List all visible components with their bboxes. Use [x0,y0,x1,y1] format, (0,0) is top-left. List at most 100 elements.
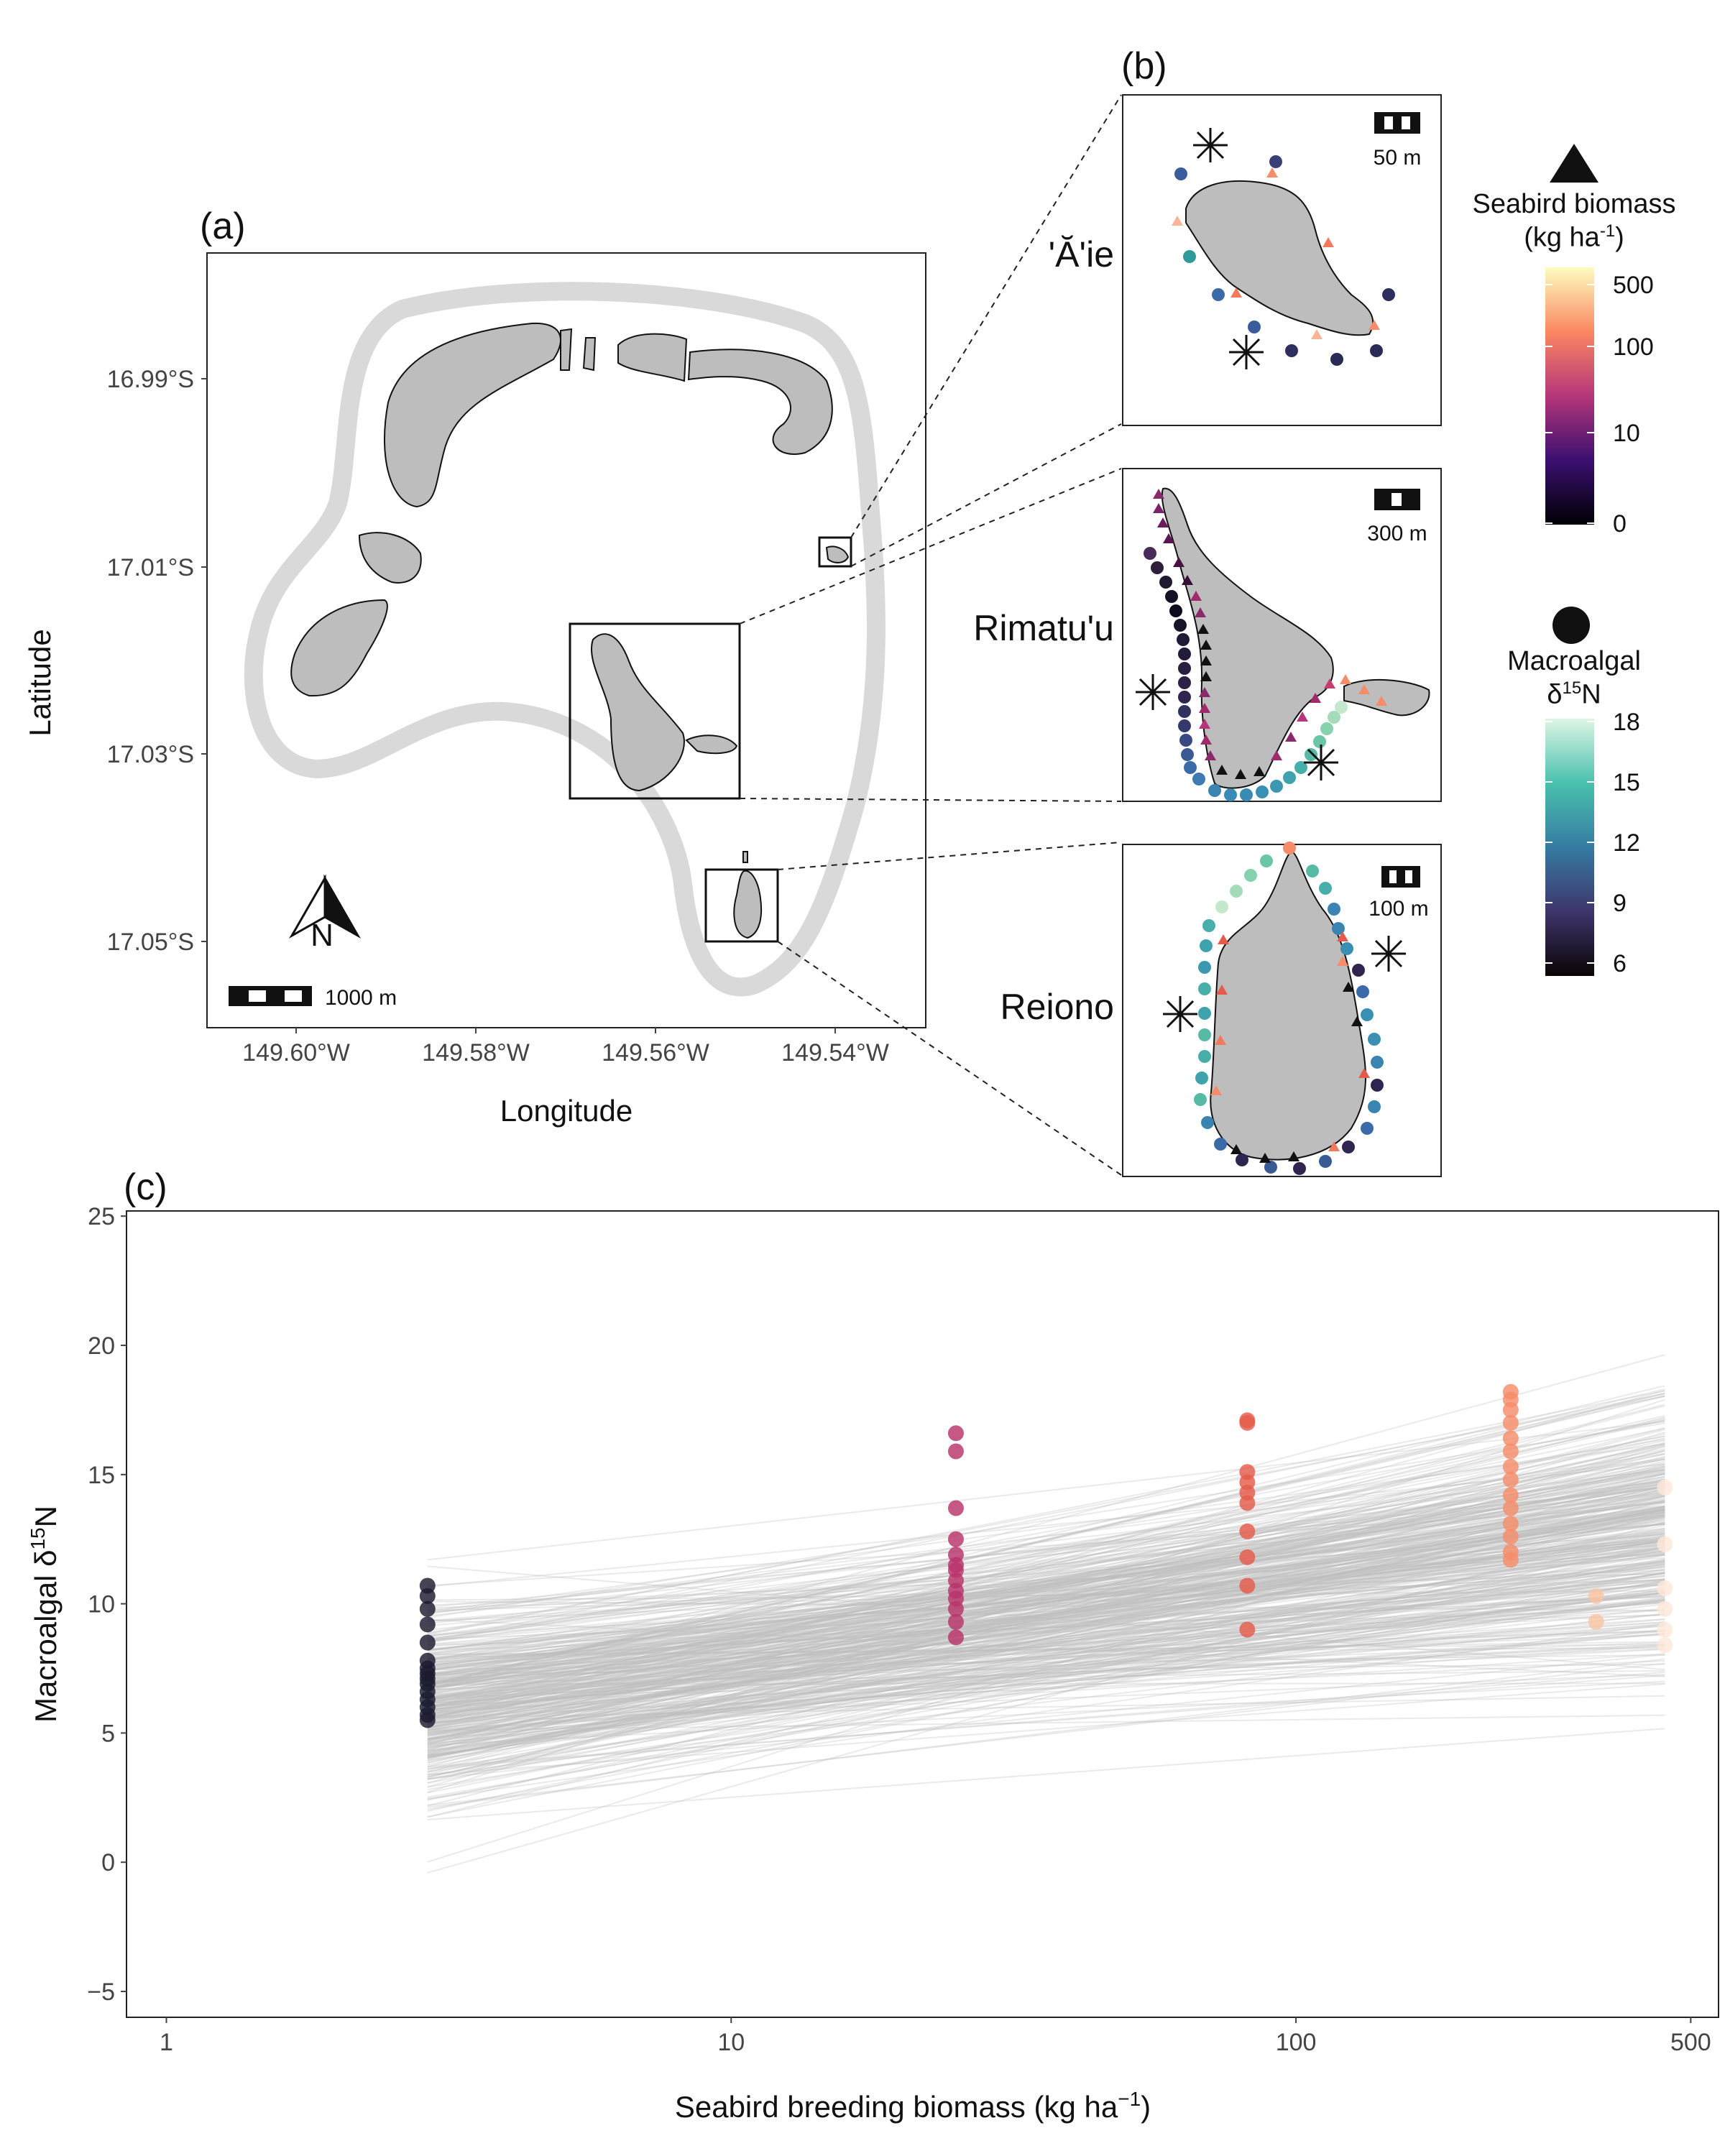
fit-line [427,1586,1665,1773]
y-tick-label: 15 [88,1462,115,1489]
fit-line [427,1480,1665,1617]
fit-line [427,1613,1665,1741]
algal-tick-9: 9 [1613,890,1627,917]
fit-line [427,1602,1665,1700]
fit-line [427,1581,1665,1739]
fit-line [427,1714,1665,1731]
fit-line [427,1512,1665,1759]
fit-line [427,1445,1665,1756]
fit-line [427,1557,1665,1646]
data-point [419,1634,436,1651]
fit-line [427,1531,1665,1703]
x-ticks: 1 10 100 500 [160,2017,1711,2056]
fit-line [427,1506,1665,1715]
fit-line [427,1395,1665,1634]
reef-ring [244,282,886,997]
fit-line [427,1572,1665,1749]
lon-tick-2: 149.58°W [422,1039,530,1067]
island-west-large [290,599,388,697]
fit-line [427,1568,1665,1749]
fit-line [427,1466,1665,1730]
seabird-colorbar [1545,267,1594,525]
algal-tick-6: 6 [1613,950,1627,977]
y-tick-label: 20 [88,1332,115,1360]
fit-line [427,1509,1665,1775]
island-rimatuu-tail [685,734,738,755]
fit-line [427,1625,1665,1725]
fit-line [427,1394,1665,1685]
fit-line [427,1553,1665,1755]
data-point [1588,1613,1604,1630]
fit-line [427,1505,1665,1673]
inset-box-reiono [704,868,779,943]
fit-line [427,1598,1665,1736]
fit-line [427,1405,1665,1720]
fit-line [427,1478,1665,1728]
map-a-scale-label: 1000 m [325,986,397,1010]
fit-line [427,1523,1665,1621]
fit-line [427,1523,1665,1711]
data-point [1502,1459,1519,1475]
fit-line [427,1500,1665,1778]
fit-line [427,1564,1665,1724]
fit-line [427,1493,1665,1608]
fit-line [427,1488,1665,1779]
fit-line [427,1601,1665,1710]
fit-line [427,1569,1665,1622]
fit-line [427,1524,1665,1627]
fit-line [427,1443,1665,1613]
x-tick-label: 100 [1276,2029,1317,2056]
fit-line [427,1511,1665,1702]
fit-line [427,1392,1665,1686]
fit-line [427,1633,1665,1733]
seabird-title-line2: (kg ha-1) [1524,221,1624,253]
fit-line [427,1630,1665,1677]
fit-line [427,1595,1665,1660]
fit-line [427,1534,1665,1708]
algal-title-line2: δ15N [1547,678,1601,710]
fit-line [427,1485,1665,1733]
fit-line [427,1514,1665,1680]
data-point [1502,1487,1519,1503]
fit-line [427,1457,1665,1677]
fit-line [427,1501,1665,1761]
fit-line [427,1463,1665,1731]
fit-line [427,1482,1665,1657]
fit-line [427,1561,1665,1754]
fit-line [427,1625,1665,1730]
fit-line [427,1506,1665,1700]
lat-tick-1: 16.99°S [107,366,194,393]
island-north-west [383,322,561,508]
fit-line [427,1550,1665,1728]
fit-line [427,1644,1665,1707]
fit-line [427,1538,1665,1732]
inset-rimatuu-points [1144,489,1387,801]
fit-line [427,1427,1665,1742]
fit-line [427,1529,1665,1716]
fit-line [427,1596,1665,1770]
fit-line [427,1457,1665,1710]
fit-line [427,1580,1665,1810]
fit-line [427,1577,1665,1685]
island-reiono-islet [742,851,748,863]
data-point [419,1600,436,1617]
algal-colorbar-ticks [1545,721,1594,964]
fit-line [427,1590,1665,1713]
fit-line [427,1485,1665,1690]
fit-line [427,1514,1665,1654]
island-north-east-1 [617,333,688,382]
fit-line [427,1493,1665,1743]
seabird-tick-10: 10 [1613,420,1640,447]
fit-line [427,1641,1665,1658]
fit-line [427,1583,1665,1751]
lon-tick-1: 149.60°W [242,1039,350,1067]
fit-line [427,1543,1665,1671]
fit-line [427,1404,1665,1710]
fit-line [427,1422,1665,1618]
data-point [1239,1523,1256,1539]
fit-line [427,1488,1665,1748]
fit-line [427,1443,1665,1768]
fit-line [427,1473,1665,1698]
fit-line [427,1505,1665,1764]
fit-line [427,1506,1665,1668]
